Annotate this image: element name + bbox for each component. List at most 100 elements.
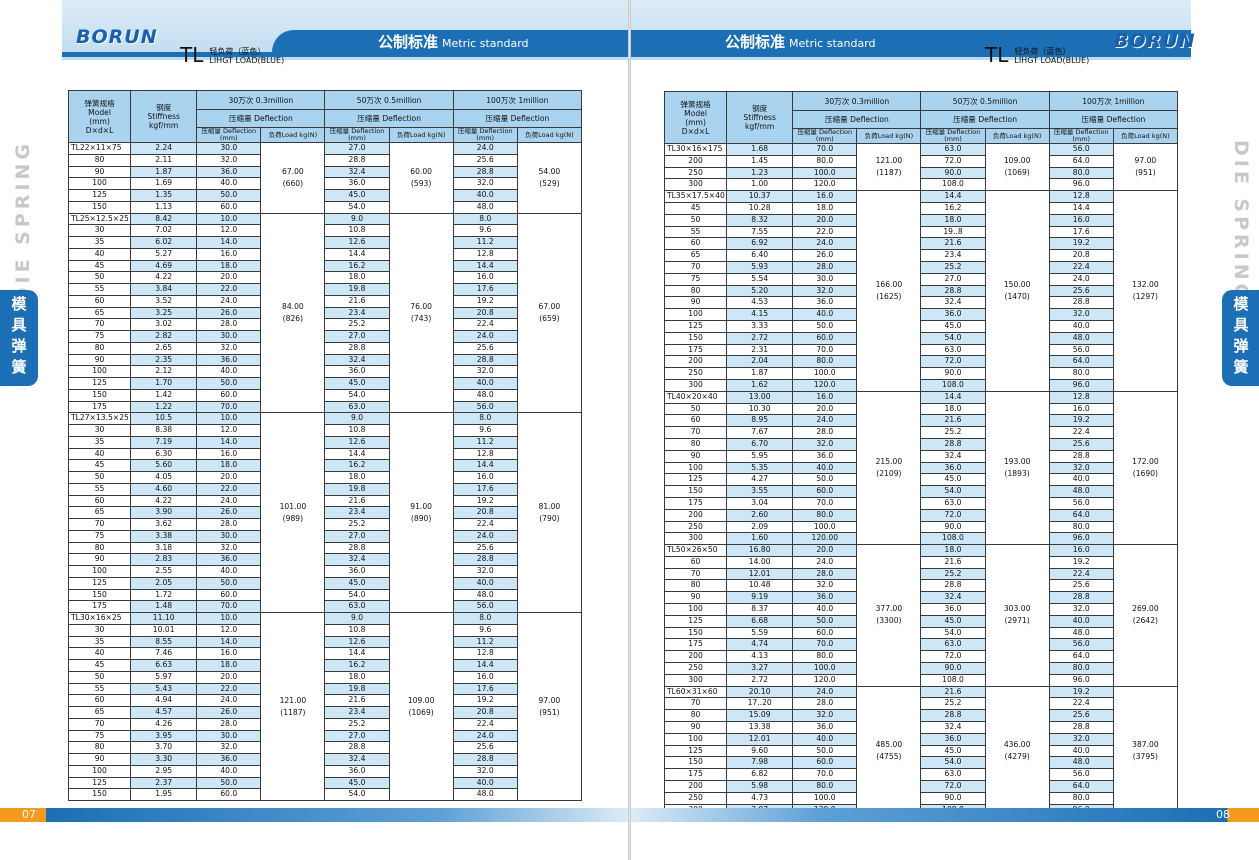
- stiffness-header-line: kgf/mm: [149, 121, 179, 130]
- deflection-cell: 48.0: [452, 200, 518, 214]
- load-cell: 81.00 (790): [516, 412, 583, 613]
- deflection-cell: 9.0: [324, 212, 390, 226]
- deflection-cell: 36.0: [920, 308, 986, 321]
- deflection-cell: 56.0: [1048, 768, 1114, 782]
- stiffness-cell: 3.52: [130, 294, 198, 308]
- stiffness-cell: 2.05: [130, 576, 198, 590]
- stiffness-cell: 1.68: [726, 143, 794, 156]
- table-row: 30 8.38 12.0 10.8 9.6: [67, 424, 582, 437]
- deflection-cell: 9.6: [452, 224, 518, 237]
- stiffness-cell: 2.72: [726, 331, 794, 345]
- deflection-cell: 32.0: [1048, 308, 1114, 321]
- deflection-cell: 40.0: [1048, 744, 1114, 758]
- deflection-cell: 80.0: [1048, 166, 1114, 180]
- load-value: 121.00: [875, 156, 903, 166]
- deflection-cell: 56.0: [452, 600, 518, 613]
- table-row: 90 3.30 36.0 32.4 28.8: [67, 753, 582, 766]
- deflection-cell: 32.4: [324, 165, 390, 179]
- deflection-cell: 32.4: [920, 591, 986, 605]
- table-row: 125 6.68 50.0 45.0 40.0: [663, 614, 1178, 628]
- deflection-cell: 20.8: [452, 506, 518, 519]
- stiffness-cell: 5.93: [726, 260, 794, 274]
- deflection-cell: 32.0: [1048, 603, 1114, 616]
- deflection-cell: 70.0: [792, 638, 858, 652]
- stiffness-header-line: kgf/mm: [745, 122, 775, 131]
- table-row: 60 3.52 24.0 21.6 19.2: [67, 294, 582, 308]
- deflection-cell: 30.0: [196, 729, 262, 743]
- load-newton: (2971): [1004, 616, 1030, 626]
- deflection-cell: 32.0: [1048, 461, 1114, 475]
- table-row: 75 2.82 30.0 27.0 24.0: [67, 330, 582, 343]
- table-row: TL40×20×40 13.00 16.0 215.00 (2109) 14.4 193.0…: [663, 390, 1179, 546]
- model-cell: 35: [67, 435, 132, 449]
- deflection-cell: 10.0: [196, 612, 262, 625]
- deflection-cell: 80.0: [792, 355, 858, 369]
- deflection-cell: 54.0: [324, 388, 390, 402]
- deflection-cell: 22.4: [1048, 426, 1114, 439]
- model-cell: 45: [67, 459, 132, 472]
- deflection-cell: 40.0: [1048, 473, 1114, 487]
- table-row: 50 4.05 20.0 18.0 16.0: [67, 471, 582, 484]
- deflection-cell: 96.0: [1048, 532, 1114, 546]
- deflection-cell: 19.2: [1048, 414, 1114, 428]
- model-cell: 100: [67, 764, 132, 778]
- deflection-header: 压缩量 Deflection: [1048, 110, 1179, 129]
- deflection-cell: 50.0: [792, 744, 858, 758]
- deflection-cell: 20.0: [792, 213, 858, 227]
- deflection-cell: 11.2: [452, 635, 518, 649]
- deflection-cell: 9.6: [452, 424, 518, 437]
- model-header-line: 弹簧规格: [680, 99, 711, 109]
- stiffness-cell: 3.30: [130, 753, 198, 766]
- deflection-cell: 14.4: [324, 247, 390, 261]
- table-row: 55 7.55 22.0 19..8 17.6: [663, 225, 1178, 239]
- page-title: 公制标准 Metric standard: [378, 31, 529, 52]
- deflection-cell: 40.0: [792, 308, 858, 321]
- load-newton: (826): [282, 313, 304, 323]
- table-row: 30 7.02 12.0 10.8 9.6: [67, 224, 582, 237]
- page-number: 08: [1216, 808, 1230, 821]
- deflection-cell: 40.0: [452, 189, 518, 202]
- deflection-header: 压缩量 Deflection: [196, 109, 326, 128]
- life-group-header: 50万次 0.5million: [324, 90, 454, 110]
- deflection-cell: 20.0: [196, 670, 262, 684]
- stiffness-cell: 16.80: [726, 544, 794, 557]
- stiffness-cell: 4.26: [130, 717, 198, 731]
- deflection-cell: 90.0: [920, 791, 986, 805]
- load-value: 269.00: [1132, 604, 1159, 614]
- deflection-cell: 96.0: [1048, 178, 1114, 192]
- stiffness-cell: 3.33: [726, 319, 794, 333]
- load-value: 121.00: [279, 695, 307, 705]
- stiffness-cell: 10.30: [726, 402, 794, 416]
- deflection-cell: 60.0: [196, 200, 262, 214]
- table-row: TL25×12.5×25 8.42 10.0 84.00 (826) 9.0 76.00 (7…: [67, 212, 583, 414]
- deflection-cell: 63.0: [920, 638, 986, 652]
- model-cell: 150: [663, 756, 728, 770]
- table-row: 45 4.69 18.0 16.2 14.4: [67, 259, 582, 273]
- deflection-cell: 45.0: [324, 776, 390, 790]
- deflection-cell: 26.0: [196, 706, 262, 719]
- deflection-cell: 80.0: [792, 154, 858, 168]
- series-en: LIHGT LOAD(BLUE): [1014, 56, 1090, 65]
- load-value: 172.00: [1132, 456, 1159, 466]
- load-cell: 132.00 (1297): [1112, 190, 1179, 392]
- deflection-cell: 14.4: [920, 190, 986, 203]
- deflection-cell: 22.0: [196, 682, 262, 696]
- stiffness-cell: 5.20: [726, 284, 794, 298]
- deflection-cell: 80.0: [792, 508, 858, 522]
- stiffness-cell: 3.62: [130, 518, 198, 531]
- model-cell: TL27×13.5×25: [67, 412, 132, 425]
- col-stiffness-header: 钢度 Stiffness kgf/mm: [726, 91, 794, 144]
- stiffness-cell: 1.42: [130, 388, 198, 402]
- deflection-cell: 16.0: [792, 390, 858, 404]
- model-cell: 35: [67, 236, 132, 249]
- deflection-cell: 24.0: [1048, 272, 1114, 286]
- deflection-cell: 36.0: [920, 461, 986, 475]
- model-cell: 45: [67, 259, 132, 273]
- deflection-cell: 16.2: [324, 659, 390, 672]
- table-row: TL60×31×60 20.10 24.0 485.00 (4755) 21.6 436.0…: [663, 685, 1179, 817]
- stiffness-cell: 9.19: [726, 591, 794, 605]
- side-tab-label: 模具弹簧: [1231, 296, 1250, 380]
- load-cell: 67.00 (660): [260, 142, 326, 214]
- table-row: 75 5.54 30.0 27.0 24.0: [663, 272, 1178, 286]
- stiffness-cell: 3.27: [726, 662, 794, 675]
